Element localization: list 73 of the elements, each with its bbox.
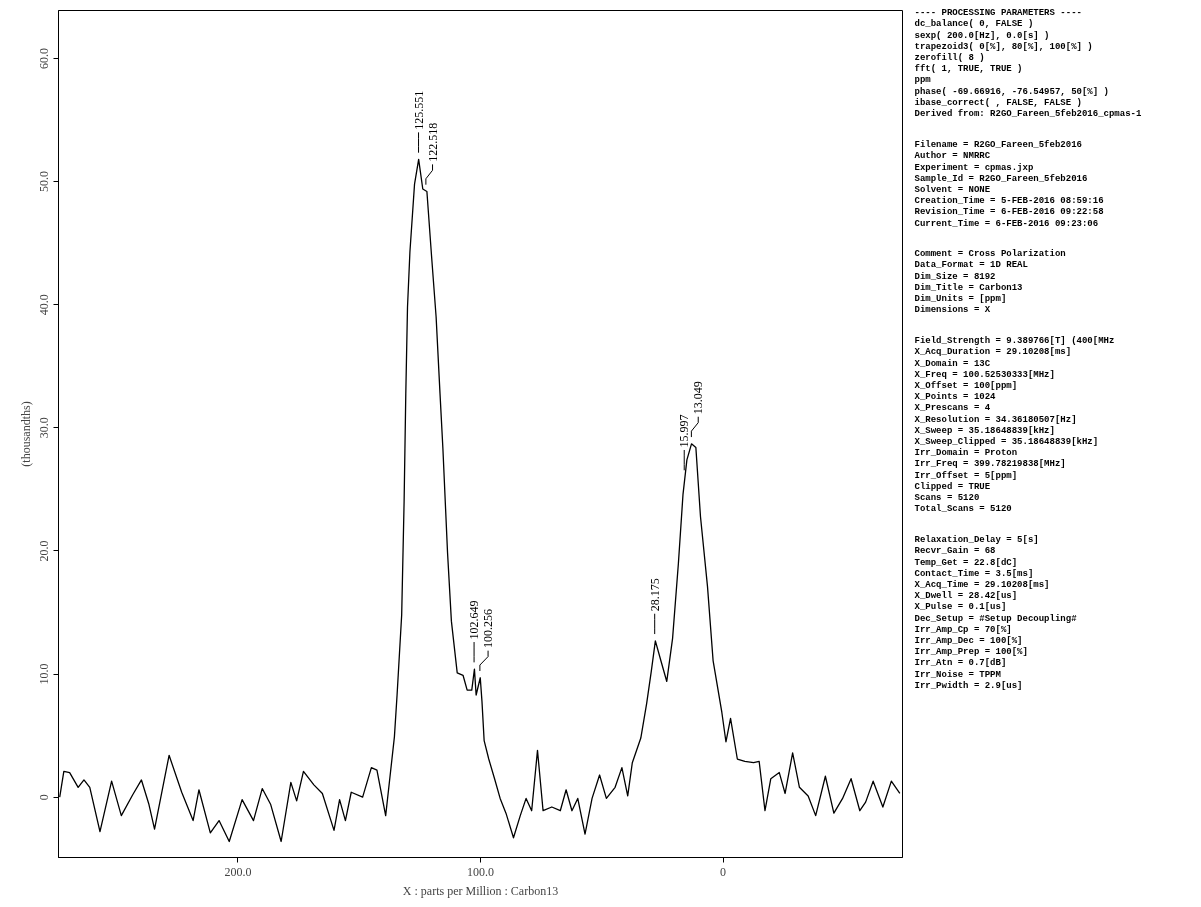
- annotation: 122.518: [425, 122, 440, 162]
- annotation: 13.049: [691, 381, 706, 415]
- text: Irr_Amp_Dec = 100[%]: [914, 635, 1023, 646]
- text: Creation_Time = 5-FEB-2016 08:59:16: [914, 196, 1104, 207]
- text: Field_Strength = 9.389766[T] (400[MHz: [914, 336, 1115, 347]
- text: Dim_Size = 8192: [914, 271, 996, 282]
- y-tick-label: 60.0: [37, 48, 52, 70]
- y-tick-label: 0: [37, 794, 52, 801]
- text: Derived from: R2GO_Fareen_5feb2016_cpmas-1: [914, 108, 1142, 119]
- text: Dim_Title = Carbon13: [914, 282, 1023, 293]
- text: ---- PROCESSING PARAMETERS ----: [914, 8, 1082, 19]
- text: X_Points = 1024: [914, 392, 997, 403]
- y-tick-label: 40.0: [37, 294, 52, 316]
- annotation: 100.256: [481, 609, 496, 649]
- text: Current_Time = 6-FEB-2016 09:23:06: [914, 218, 1099, 229]
- text: Revision_Time = 6-FEB-2016 09:22:58: [914, 207, 1104, 218]
- text: Clipped = TRUE: [914, 481, 991, 492]
- text: trapezoid3( 0[%], 80[%], 100[%] ): [914, 41, 1093, 52]
- text: X_Acq_Duration = 29.10208[ms]: [914, 347, 1072, 358]
- text: Experiment = cpmas.jxp: [914, 162, 1034, 173]
- text: Recvr_Gain = 68: [914, 546, 996, 557]
- text: X_Freq = 100.52530333[MHz]: [914, 369, 1055, 380]
- text: X_Offset = 100[ppm]: [914, 380, 1018, 391]
- text: ibase_correct( , FALSE, FALSE ): [914, 97, 1082, 108]
- text: X_Domain = 13C: [914, 358, 991, 369]
- text: Contact_Time = 3.5[ms]: [914, 568, 1034, 579]
- text: Dim_Units = [ppm]: [914, 293, 1007, 304]
- text: Dimensions = X: [914, 305, 991, 316]
- y-tick-label: 20.0: [37, 540, 52, 562]
- x-tick-label: 100.0: [467, 864, 494, 879]
- text: Irr_Amp_Cp = 70[%]: [914, 624, 1012, 635]
- text: X_Dwell = 28.42[us]: [914, 591, 1018, 602]
- x-tick-label: 200.0: [224, 864, 252, 879]
- text: Irr_Noise = TPPM: [914, 669, 1001, 680]
- x-axis-title: X : parts per Million : Carbon13: [402, 883, 559, 898]
- text: Sample_Id = R2GO_Fareen_5feb2016: [914, 173, 1088, 184]
- text: ppm: [914, 75, 932, 86]
- text: Temp_Get = 22.8[dC]: [914, 557, 1018, 568]
- text: Scans = 5120: [914, 492, 980, 503]
- text: Filename = R2GO_Fareen_5feb2016: [914, 140, 1082, 151]
- text: X_Sweep = 35.18648839[kHz]: [914, 425, 1055, 436]
- text: dc_balance( 0, FALSE ): [914, 19, 1034, 30]
- y-axis-title: (thousandths): [18, 401, 33, 467]
- text: Irr_Freq = 399.78219838[MHz]: [914, 459, 1066, 470]
- annotation: 15.997: [677, 414, 692, 448]
- text: X_Resolution = 34.36180507[Hz]: [914, 414, 1077, 425]
- text: X_Pulse = 0.1[us]: [914, 602, 1007, 613]
- text: Dec_Setup = #Setup Decoupling#: [914, 613, 1078, 624]
- y-tick-label: 50.0: [37, 171, 52, 193]
- annotation: 102.649: [467, 600, 482, 640]
- text: X_Sweep_Clipped = 35.18648839[kHz]: [914, 436, 1099, 447]
- text: Irr_Atn = 0.7[dB]: [914, 658, 1007, 669]
- text: fft( 1, TRUE, TRUE ): [914, 64, 1023, 75]
- annotation: 28.175: [647, 578, 662, 612]
- text: Irr_Pwidth = 2.9[us]: [914, 680, 1023, 691]
- text: Comment = Cross Polarization: [914, 249, 1066, 260]
- y-tick-label: 10.0: [37, 663, 52, 685]
- text: Irr_Amp_Prep = 100[%]: [914, 647, 1028, 658]
- text: Author = NMRRC: [914, 151, 991, 162]
- text: Solvent = NONE: [914, 184, 991, 195]
- text: Irr_Offset = 5[ppm]: [914, 470, 1018, 481]
- text: X_Prescans = 4: [914, 403, 991, 414]
- x-tick-label: 0: [720, 864, 727, 879]
- text: phase( -69.66916, -76.54957, 50[%] ): [914, 86, 1109, 97]
- text: Data_Format = 1D REAL: [914, 260, 1028, 271]
- text: zerofill( 8 ): [914, 52, 985, 63]
- text: sexp( 200.0[Hz], 0.0[s] ): [914, 30, 1050, 41]
- annotation: 125.551: [411, 90, 426, 130]
- text: X_Acq_Time = 29.10208[ms]: [914, 579, 1050, 590]
- text: Total_Scans = 5120: [914, 504, 1012, 515]
- text: Relaxation_Delay = 5[s]: [914, 535, 1039, 546]
- text: Irr_Domain = Proton: [914, 448, 1018, 459]
- y-tick-label: 30.0: [37, 417, 52, 439]
